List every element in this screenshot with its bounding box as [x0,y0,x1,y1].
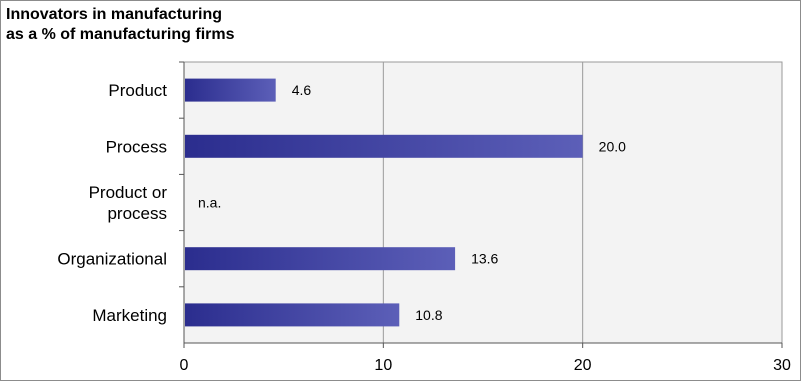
chart-title-line-2: as a % of manufacturing firms [6,26,235,43]
chart-title-line-1: Innovators in manufacturing [6,6,223,23]
bar [185,78,276,102]
x-tick-label: 20 [574,357,592,374]
bars: 4.6 20.0 n.a. 13.6 10.8 [185,78,626,327]
axes: 0 10 20 30 Product Process Product or process Or… [57,61,791,374]
data-label: 20.0 [599,138,626,154]
category-label: Product [108,81,167,100]
bar [185,134,583,158]
category-label: Process [106,137,167,156]
bar [185,303,400,327]
category-label: Marketing [92,306,167,325]
data-label: 13.6 [471,251,498,267]
category-label: Organizational [57,250,167,269]
data-label: 10.8 [415,307,442,323]
data-label: n.a. [198,195,221,211]
grid-lines [382,62,584,343]
x-tick-label: 0 [180,357,189,374]
chart-title: Innovators in manufacturing as a % of ma… [6,5,235,45]
x-tick-label: 30 [773,357,791,374]
plot-area [183,61,783,344]
category-label: Product or process [89,183,168,223]
x-tick-label: 10 [374,357,392,374]
data-label: 4.6 [292,82,312,98]
bar [185,247,456,271]
